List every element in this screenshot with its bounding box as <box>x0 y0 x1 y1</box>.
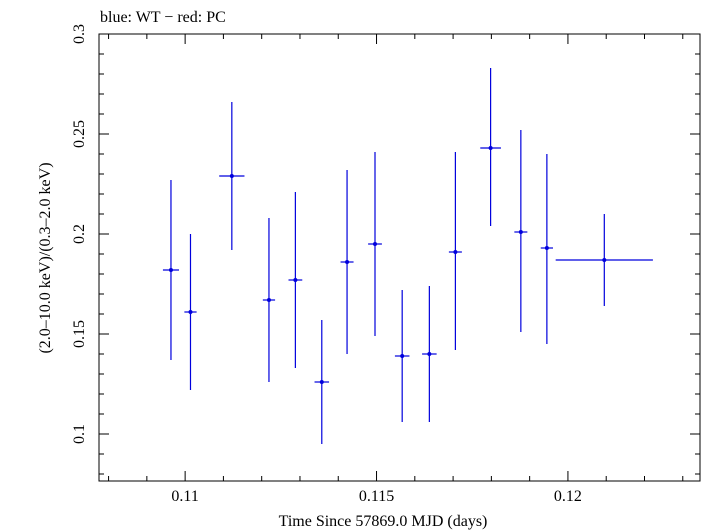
point-marker <box>488 146 493 150</box>
data-point <box>340 170 354 354</box>
data-point <box>514 130 528 332</box>
point-marker <box>400 354 405 358</box>
data-point <box>184 234 197 390</box>
y-tick-label: 0.2 <box>71 224 88 244</box>
point-marker <box>373 242 378 246</box>
data-point <box>288 192 303 368</box>
data-point <box>448 152 462 350</box>
point-marker <box>168 268 173 272</box>
point-marker <box>229 174 234 178</box>
data-point <box>555 214 653 306</box>
chart-title: blue: WT − red: PC <box>100 9 226 26</box>
y-tick-label: 0.25 <box>71 120 88 148</box>
point-marker <box>544 246 549 250</box>
point-marker <box>453 250 458 254</box>
point-marker <box>266 298 271 302</box>
y-tick-label: 0.1 <box>71 424 88 444</box>
plot-frame <box>98 33 701 482</box>
data-point <box>540 154 554 344</box>
y-axis-label: (2.0–10.0 keV)/(0.3–2.0 keV) <box>37 162 54 353</box>
data-point <box>368 152 382 336</box>
data-point <box>162 180 180 360</box>
point-marker <box>427 352 432 356</box>
data-point <box>422 286 437 422</box>
data-point <box>394 290 410 422</box>
x-tick-label: 0.11 <box>171 488 198 505</box>
point-marker <box>518 230 523 234</box>
point-marker <box>188 310 193 314</box>
y-tick-label: 0.3 <box>71 24 88 44</box>
point-marker <box>345 260 350 264</box>
data-point <box>314 320 330 444</box>
data-point <box>262 218 276 382</box>
data-point <box>219 102 245 250</box>
point-marker <box>602 258 607 262</box>
x-tick-label: 0.12 <box>554 488 582 505</box>
y-tick-label: 0.15 <box>71 320 88 348</box>
data-series <box>162 68 653 444</box>
x-axis-label: Time Since 57869.0 MJD (days) <box>279 513 488 530</box>
point-marker <box>293 278 298 282</box>
x-tick-label: 0.115 <box>359 488 394 505</box>
axis-ticks: 0.11 0.115 0.12 0.1 0.15 0.2 0.25 0.3 <box>71 24 700 505</box>
point-marker <box>319 380 324 384</box>
data-point <box>480 68 501 226</box>
